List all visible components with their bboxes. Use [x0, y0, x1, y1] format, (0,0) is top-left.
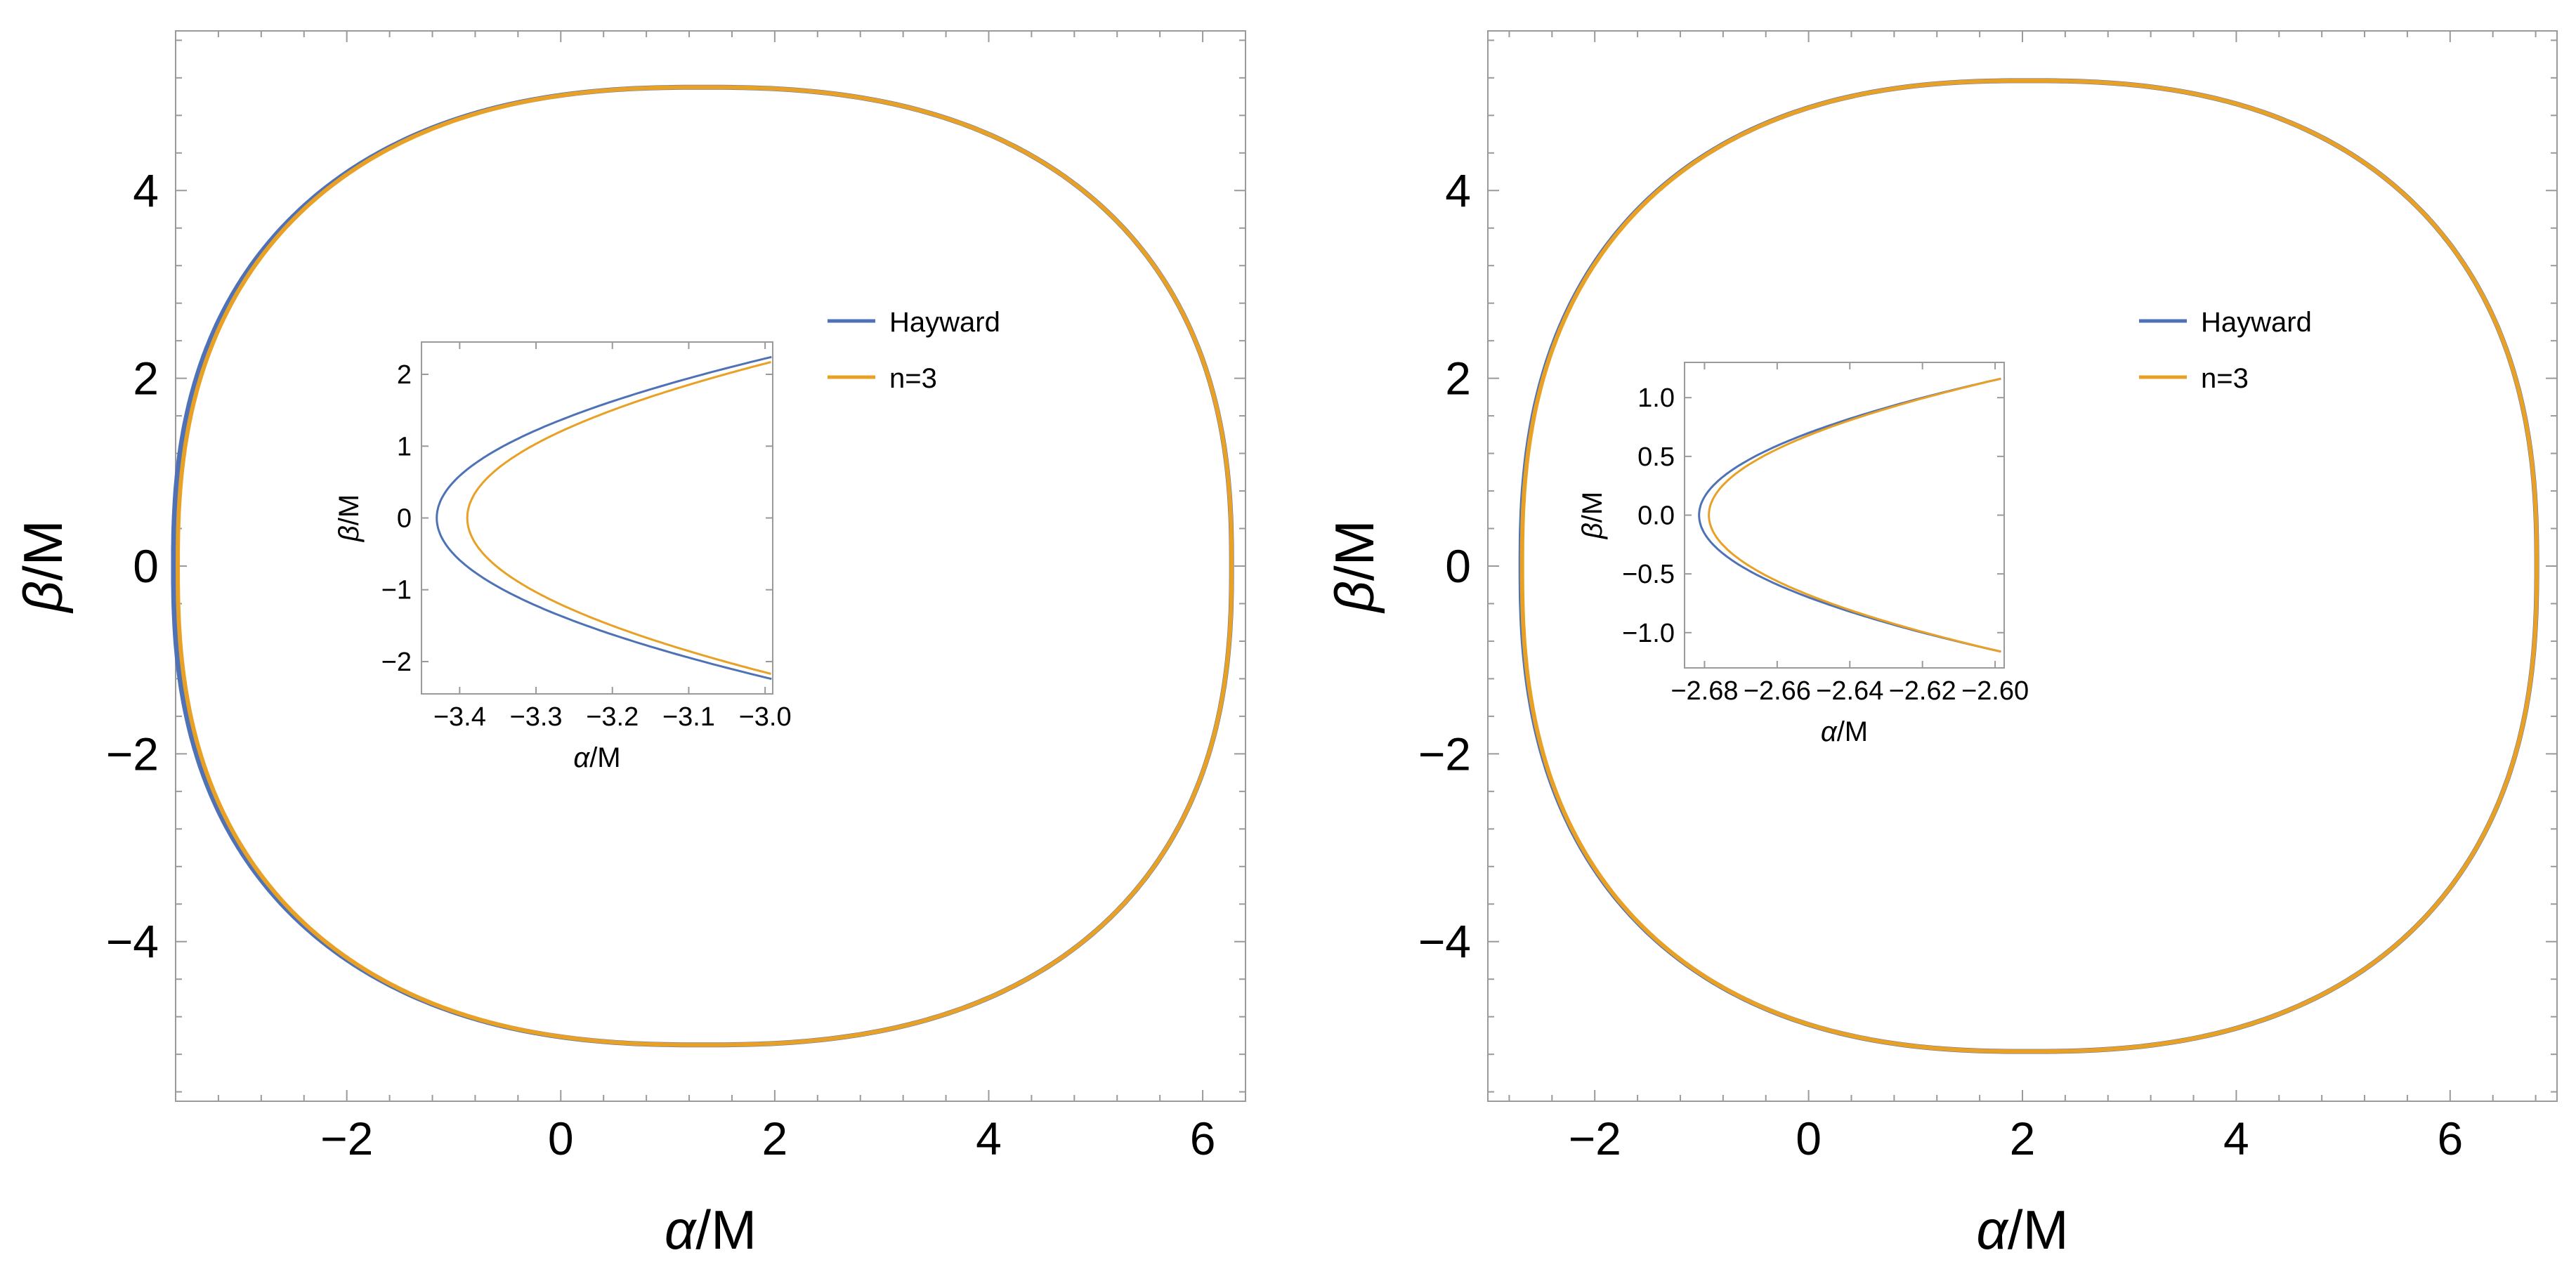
y-tick-label: 4	[1445, 164, 1471, 216]
inset-x-axis-label: α/M	[1821, 716, 1868, 747]
inset-curve-hayward	[436, 355, 772, 681]
x-tick-label: 2	[2010, 1112, 2036, 1164]
inset-chart: −2.68 −2.66 −2.64 −2.62 −2.60 −1.0 −0.5 0.0 0.5 1…	[1577, 362, 2029, 747]
inset-x-tick-label: −3.2	[586, 702, 639, 732]
inset-y-tick-label: 1	[397, 432, 412, 461]
inset-y-tick-label: 0	[397, 504, 412, 534]
inset-x-tick-label: −3.4	[433, 702, 486, 732]
x-tick-label: 6	[1190, 1112, 1216, 1164]
inset-curve-n3	[1708, 377, 2001, 653]
legend: Hayward n=3	[2139, 307, 2312, 394]
y-tick-label: 2	[133, 353, 159, 405]
y-tick-label: −2	[1418, 728, 1471, 780]
inset-frame	[421, 341, 773, 695]
y-tick-label: −4	[106, 916, 159, 968]
inset-chart: −3.4 −3.3 −3.2 −3.1 −3.0 −2 −1 0 1 2 α/M β/M	[334, 341, 792, 773]
inset-x-tick-label: −3.0	[739, 702, 792, 732]
inset-x-tick-label: −2.66	[1744, 676, 1811, 706]
y-tick-label: 2	[1445, 353, 1471, 405]
y-tick-label: −2	[106, 728, 159, 780]
y-axis-label: β/M	[1323, 520, 1385, 613]
inset-y-tick-label: −1	[381, 576, 412, 605]
y-tick-label: −4	[1418, 916, 1471, 968]
inset-curve-hayward	[1698, 377, 2001, 653]
inset-ticks	[421, 342, 773, 694]
inset-x-tick-label: −3.3	[510, 702, 563, 732]
x-axis-label: α/M	[665, 1199, 757, 1261]
inset-y-tick-label: 2	[397, 360, 412, 390]
inset-x-tick-label: −2.60	[1961, 676, 2029, 706]
x-axis-label: α/M	[1976, 1199, 2068, 1261]
inset-frame	[1684, 362, 2005, 669]
x-tick-label: 4	[2223, 1112, 2249, 1164]
x-tick-label: 0	[548, 1112, 574, 1164]
tick-marks	[1488, 31, 2557, 1101]
legend-label: Hayward	[2201, 307, 2312, 338]
inset-x-tick-label: −2.62	[1889, 676, 1956, 706]
inset-x-tick-label: −3.1	[662, 702, 715, 732]
y-tick-label: 0	[1445, 540, 1471, 592]
inset-y-axis-label: β/M	[334, 494, 365, 542]
inset-x-tick-label: −2.64	[1816, 676, 1883, 706]
inset-y-tick-label: 0.0	[1637, 501, 1675, 531]
x-tick-label: 0	[1796, 1112, 1822, 1164]
inset-y-tick-label: −0.5	[1622, 560, 1675, 589]
x-tick-label: 6	[2437, 1112, 2463, 1164]
legend-label: n=3	[2201, 363, 2249, 394]
series-curve-n3	[175, 85, 1234, 1047]
legend: Hayward n=3	[828, 307, 1000, 394]
inset-y-tick-label: −1.0	[1622, 619, 1675, 648]
inset-curve-n3	[466, 361, 771, 675]
x-tick-label: −2	[1569, 1112, 1621, 1164]
x-tick-label: 4	[976, 1112, 1002, 1164]
y-tick-label: 0	[133, 540, 159, 592]
y-axis-label: β/M	[12, 520, 74, 613]
inset-y-tick-label: 1.0	[1637, 383, 1675, 413]
inset-ticks	[1685, 362, 2004, 668]
x-tick-label: −2	[320, 1112, 373, 1164]
inset-y-axis-label: β/M	[1577, 492, 1608, 539]
inset-y-tick-label: 0.5	[1637, 442, 1675, 472]
series-curve-n3	[1519, 78, 2539, 1054]
legend-label: n=3	[889, 363, 937, 394]
inset-x-axis-label: α/M	[573, 742, 620, 773]
inset-y-tick-label: −2	[381, 648, 412, 677]
inset-x-tick-label: −2.68	[1671, 676, 1738, 706]
y-tick-label: 4	[133, 164, 159, 216]
x-tick-label: 2	[762, 1112, 788, 1164]
legend-label: Hayward	[889, 307, 1000, 338]
